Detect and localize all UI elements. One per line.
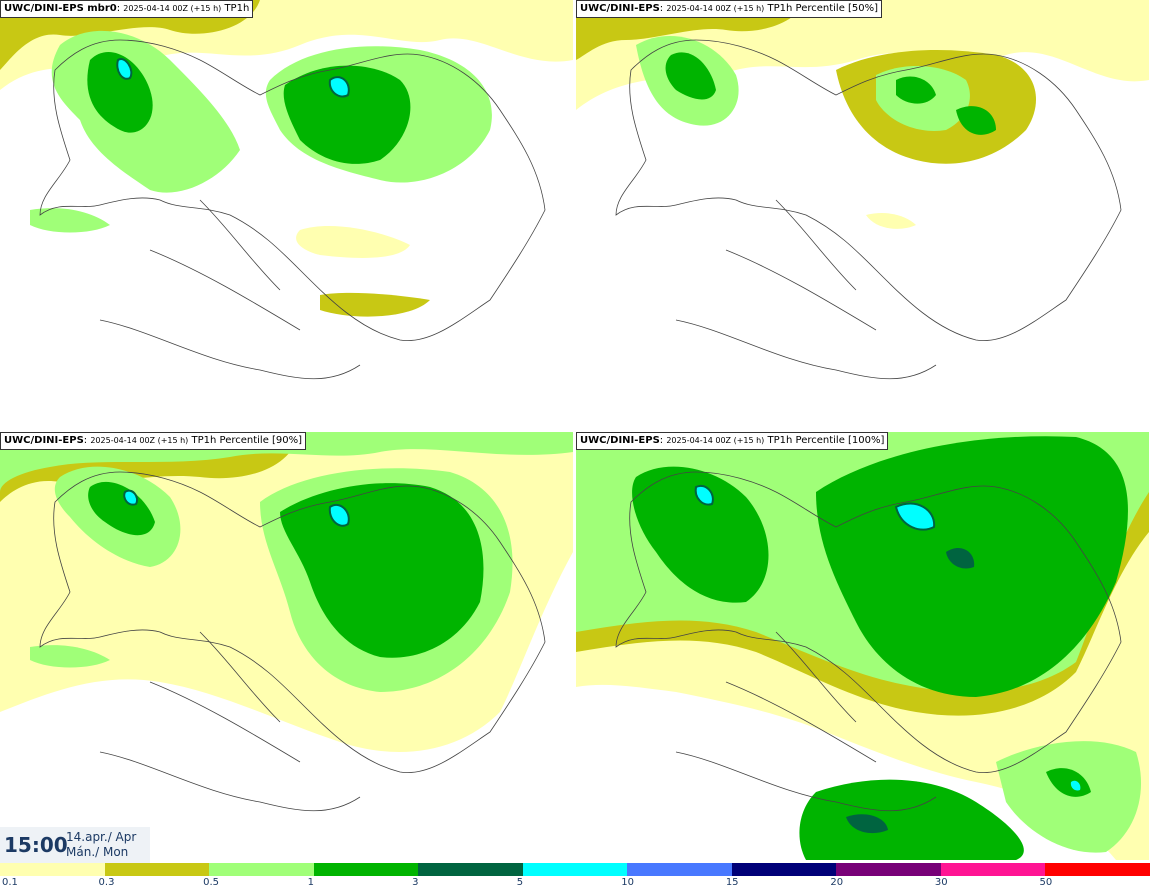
color-legend: 0.1 0.3 0.5 1 3 5 10 15 20 30 50 xyxy=(0,863,1150,891)
legend-swatch xyxy=(418,863,523,876)
model-name: UWC/DINI-EPS xyxy=(580,3,660,14)
legend-tick-label: 15 xyxy=(725,877,739,888)
run-time: 2025-04-14 00Z (+15 h) xyxy=(123,4,222,13)
legend-tick-label: 0.3 xyxy=(98,877,115,888)
run-time: 2025-04-14 00Z (+15 h) xyxy=(666,436,765,445)
legend-swatch xyxy=(940,863,1046,876)
legend-swatch xyxy=(209,863,314,876)
legend-swatch xyxy=(731,863,837,876)
panel-title: UWC/DINI-EPS: 2025-04-14 00Z (+15 h) TP1… xyxy=(576,0,883,18)
valid-date-line2: Mán./ Mon xyxy=(66,845,129,859)
field-name: TP1h Percentile [50%] xyxy=(767,3,879,14)
panel-title: UWC/DINI-EPS mbr0: 2025-04-14 00Z (+15 h… xyxy=(0,0,254,18)
legend-tick-label: 20 xyxy=(830,877,844,888)
valid-time: 15:00 xyxy=(4,833,68,857)
legend-tick-label: 0.5 xyxy=(203,877,219,888)
precip-map-p50 xyxy=(576,0,1149,428)
legend-swatch xyxy=(836,863,941,876)
legend-swatch xyxy=(627,863,732,876)
legend-swatch xyxy=(104,863,210,876)
run-time: 2025-04-14 00Z (+15 h) xyxy=(666,4,765,13)
legend-tick-label: 1 xyxy=(307,877,314,888)
field-name: TP1h Percentile [90%] xyxy=(191,435,303,446)
legend-swatch xyxy=(313,863,419,876)
valid-time-box: 15:00 14.apr./ Apr Mán./ Mon xyxy=(0,827,150,863)
model-name: UWC/DINI-EPS xyxy=(580,435,660,446)
precip-map-member0 xyxy=(0,0,573,428)
model-name: UWC/DINI-EPS mbr0 xyxy=(4,3,117,14)
map-panel-p90: UWC/DINI-EPS: 2025-04-14 00Z (+15 h) TP1… xyxy=(0,432,573,860)
legend-swatch xyxy=(522,863,628,876)
legend-tick-label: 3 xyxy=(412,877,419,888)
legend-tick-label: 5 xyxy=(516,877,524,888)
panel-title: UWC/DINI-EPS: 2025-04-14 00Z (+15 h) TP1… xyxy=(0,432,307,450)
precip-map-p90 xyxy=(0,432,573,860)
run-time: 2025-04-14 00Z (+15 h) xyxy=(90,436,189,445)
legend-bar xyxy=(0,863,1150,876)
legend-swatch xyxy=(1045,863,1150,876)
legend-tick-label: 0.1 xyxy=(2,877,18,888)
model-name: UWC/DINI-EPS xyxy=(4,435,84,446)
legend-tick-label: 50 xyxy=(1039,877,1053,888)
field-name: TP1h xyxy=(224,3,250,14)
precip-map-p100 xyxy=(576,432,1149,860)
valid-date: 14.apr./ Apr Mán./ Mon xyxy=(66,830,136,860)
legend-tick-label: 30 xyxy=(934,877,948,888)
field-name: TP1h Percentile [100%] xyxy=(767,435,885,446)
map-panel-member0: UWC/DINI-EPS mbr0: 2025-04-14 00Z (+15 h… xyxy=(0,0,573,428)
valid-date-line1: 14.apr./ Apr xyxy=(66,830,137,844)
map-panel-p50: UWC/DINI-EPS: 2025-04-14 00Z (+15 h) TP1… xyxy=(576,0,1149,428)
legend-tick-label: 10 xyxy=(621,877,634,888)
panel-title: UWC/DINI-EPS: 2025-04-14 00Z (+15 h) TP1… xyxy=(576,432,889,450)
map-panel-p100: UWC/DINI-EPS: 2025-04-14 00Z (+15 h) TP1… xyxy=(576,432,1149,860)
legend-swatch xyxy=(0,863,105,876)
